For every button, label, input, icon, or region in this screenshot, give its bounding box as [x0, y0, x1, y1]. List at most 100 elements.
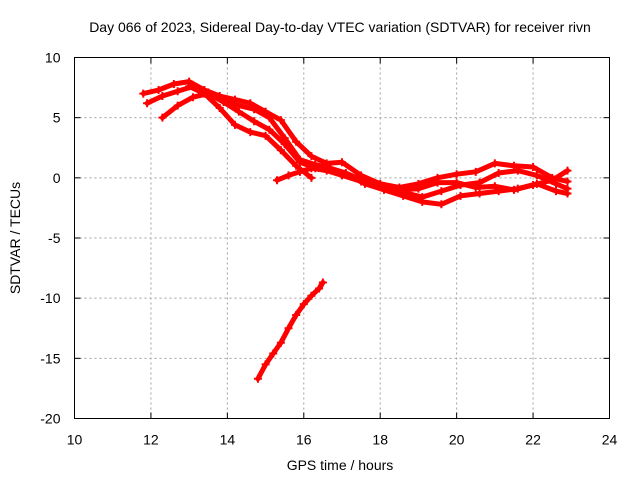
x-tick-label: 22 — [525, 432, 541, 448]
data-point — [513, 166, 522, 175]
data-point — [456, 191, 465, 200]
data-point — [322, 166, 331, 175]
data-point — [154, 85, 163, 94]
data-point — [169, 79, 178, 88]
data-point — [250, 117, 259, 126]
data-point — [437, 187, 446, 196]
data-point — [433, 178, 442, 187]
data-point — [509, 161, 518, 170]
data-point — [552, 187, 560, 196]
data-point — [475, 189, 484, 198]
data-point — [529, 163, 538, 172]
x-axis-label: GPS time / hours — [287, 457, 394, 473]
y-axis-label: SDTVAR / TECUs — [7, 182, 23, 294]
data-point — [307, 152, 316, 161]
data-point — [276, 338, 285, 347]
series-line — [255, 280, 326, 382]
data-point — [307, 173, 316, 182]
x-tick-label: 24 — [602, 432, 618, 448]
data-point — [158, 113, 167, 122]
y-tick-label: -15 — [40, 350, 60, 366]
y-tick-label: -10 — [40, 290, 60, 306]
data-point — [452, 170, 461, 179]
data-point — [315, 284, 324, 293]
data-point — [280, 140, 289, 149]
y-tick-label: 5 — [53, 110, 61, 126]
data-point — [307, 164, 316, 173]
data-point — [532, 171, 541, 180]
data-point — [139, 89, 148, 98]
chart-title: Day 066 of 2023, Sidereal Day-to-day VTE… — [89, 19, 591, 35]
y-tick-labels: -20 -15 -10 -5 0 5 10 — [40, 50, 60, 427]
data-point — [250, 105, 259, 114]
data-point — [563, 189, 572, 198]
data-point — [490, 159, 499, 168]
data-point — [307, 291, 316, 300]
data-point — [414, 184, 423, 193]
data-point — [265, 125, 274, 134]
data-point — [471, 167, 480, 176]
data-point — [292, 311, 301, 320]
y-tick-label: 0 — [53, 170, 61, 186]
data-point — [185, 82, 194, 91]
y-tick-label: -5 — [48, 230, 61, 246]
data-point — [395, 185, 404, 194]
data-point — [215, 104, 224, 113]
data-point — [292, 137, 301, 146]
x-tick-label: 20 — [449, 432, 465, 448]
data-point — [490, 182, 499, 191]
data-point — [494, 169, 503, 178]
data-point — [295, 167, 304, 176]
data-point — [418, 197, 427, 206]
data-point — [246, 128, 255, 137]
data-point — [509, 185, 518, 194]
data-point — [529, 181, 538, 190]
data-point — [269, 349, 278, 358]
y-tick-label: -20 — [40, 411, 60, 427]
data-point — [173, 101, 182, 110]
plot-border — [74, 57, 610, 419]
data-point — [158, 92, 167, 101]
data-point — [143, 99, 152, 108]
data-point — [261, 360, 270, 369]
data-point — [452, 178, 461, 187]
series-arc-2 — [143, 82, 572, 202]
grid — [74, 57, 610, 419]
data-point — [437, 200, 446, 209]
x-tick-label: 10 — [67, 432, 83, 448]
data-point — [338, 158, 346, 167]
data-point — [231, 120, 239, 129]
data-point — [261, 131, 270, 140]
data-point — [357, 177, 366, 186]
x-tick-label: 12 — [143, 432, 159, 448]
data-point — [173, 87, 182, 96]
y-tick-label: 10 — [45, 50, 61, 66]
data-point — [276, 146, 285, 155]
x-tick-labels: 10 12 14 16 18 20 22 24 — [67, 432, 618, 448]
data-point — [200, 89, 209, 98]
data-point — [376, 181, 385, 190]
data-point — [318, 278, 327, 287]
series-arc-4 — [185, 82, 316, 182]
series-arc-5 — [273, 164, 572, 194]
data-point — [563, 177, 572, 186]
data-point — [284, 171, 293, 180]
data-point — [299, 300, 308, 309]
data-point — [399, 191, 408, 200]
data-point — [292, 161, 301, 170]
data-point — [219, 98, 228, 107]
data-point — [548, 176, 557, 185]
x-tick-label: 16 — [296, 432, 312, 448]
data-point — [338, 171, 346, 180]
data-point — [253, 374, 262, 383]
data-marks — [139, 77, 572, 383]
data-point — [563, 166, 572, 175]
data-point — [273, 176, 282, 185]
data-point — [265, 113, 274, 122]
data-point — [188, 93, 197, 102]
x-tick-label: 14 — [220, 432, 236, 448]
x-tick-label: 18 — [372, 432, 388, 448]
series-arc-6 — [253, 278, 327, 383]
data-point — [471, 183, 480, 192]
